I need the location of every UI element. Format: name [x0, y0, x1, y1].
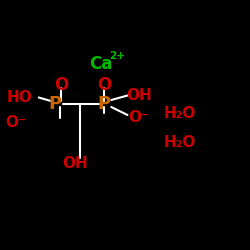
Text: H₂O: H₂O — [164, 106, 196, 121]
Text: H₂O: H₂O — [164, 135, 196, 150]
Text: 2+: 2+ — [109, 51, 125, 61]
Text: OH: OH — [62, 156, 88, 171]
Text: O⁻: O⁻ — [128, 110, 149, 125]
Text: P: P — [97, 95, 110, 113]
Text: O⁻: O⁻ — [6, 115, 27, 130]
Text: OH: OH — [126, 88, 152, 102]
Text: Ca: Ca — [89, 55, 112, 73]
Text: O: O — [54, 76, 68, 94]
Text: P: P — [48, 95, 62, 113]
Text: O: O — [96, 76, 111, 94]
Text: HO: HO — [7, 90, 33, 105]
